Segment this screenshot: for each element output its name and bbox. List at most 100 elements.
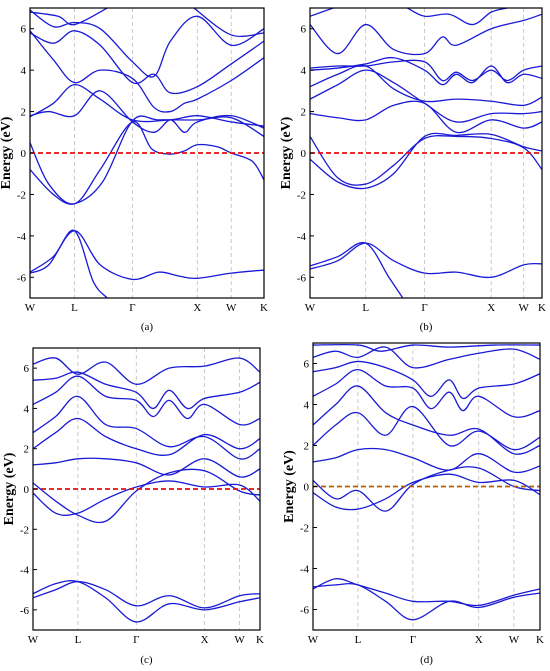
y-tick-label: 0 (301, 148, 307, 160)
band-line-9 (30, 9, 264, 78)
x-tick-label: W (234, 634, 245, 646)
panel-caption: (c) (140, 654, 153, 666)
x-tick-label: W (305, 302, 316, 314)
band-line-6 (310, 69, 542, 123)
y-tick-label: 2 (21, 107, 27, 119)
panel-caption: (b) (420, 321, 433, 333)
band-line-1 (310, 242, 542, 279)
band-line-8 (310, 56, 542, 86)
y-tick-label: -6 (20, 605, 30, 617)
y-tick-label: -4 (297, 231, 307, 243)
y-tick-label: -4 (20, 565, 30, 577)
y-tick-label: 0 (21, 148, 27, 160)
band-line-7 (30, 30, 264, 113)
band-panel-d: 6 4 2 0 -2 -4 -6 W L Γ X W K Energy (eV) (d) (282, 342, 544, 666)
band-line-8 (30, 30, 264, 95)
y-axis-label: Energy (eV) (282, 450, 297, 523)
y-tick-label: 4 (24, 403, 30, 415)
x-tick-label: X (193, 302, 201, 314)
band-line-11 (313, 343, 540, 352)
x-tick-label: X (475, 634, 483, 646)
band-line-6 (313, 405, 540, 451)
band-line-1 (313, 578, 540, 607)
band-line-2 (313, 582, 540, 621)
y-axis-label: Energy (eV) (279, 116, 294, 189)
band-line-9 (310, 59, 542, 82)
band-line-7 (310, 64, 542, 107)
x-tick-label: L (75, 634, 82, 646)
y-tick-label: -6 (297, 272, 307, 284)
band-line-10 (313, 346, 540, 369)
x-tick-label: K (260, 302, 268, 314)
y-axis-label: Energy (eV) (0, 116, 14, 189)
x-tick-label: W (28, 634, 39, 646)
band-lines (313, 343, 540, 621)
band-line-3 (313, 473, 540, 511)
band-line-4 (310, 135, 542, 186)
y-tick-label: -6 (300, 605, 310, 617)
y-tick-label: 2 (24, 444, 30, 456)
band-line-9 (33, 371, 260, 410)
x-tick-label: L (71, 302, 78, 314)
x-tick-label: K (256, 634, 264, 646)
y-tick-label: 6 (21, 24, 27, 36)
y-tick-label: 4 (301, 65, 307, 77)
x-tick-label: Γ (421, 302, 427, 314)
y-tick-label: -4 (300, 564, 310, 576)
y-tick-label: -2 (17, 189, 26, 201)
band-lines (310, 8, 542, 298)
band-line-11 (193, 8, 264, 38)
x-tick-label: W (226, 302, 237, 314)
x-tick-label: W (518, 302, 529, 314)
y-tick-label: 0 (304, 482, 310, 494)
band-line-7 (33, 395, 260, 460)
band-line-5 (30, 90, 264, 133)
panel-caption: (a) (141, 321, 154, 333)
x-tick-label: X (201, 634, 209, 646)
x-tick-label: K (538, 302, 546, 314)
y-tick-label: 4 (304, 400, 310, 412)
band-line-11 (310, 8, 334, 17)
band-line-4 (33, 468, 260, 524)
band-line-3 (310, 132, 542, 190)
band-lines (33, 357, 260, 623)
x-tick-label: K (536, 634, 544, 646)
band-line-4 (313, 466, 540, 512)
panel-caption: (d) (420, 654, 433, 666)
band-line-6 (30, 83, 264, 127)
band-line-6 (33, 417, 260, 456)
band-panel-a: 6 4 2 0 -2 -4 -6 W L Γ X W K Energy (eV) (a) (0, 7, 268, 333)
band-line-8 (33, 375, 260, 426)
x-tick-label: W (509, 634, 520, 646)
band-line-3 (30, 115, 264, 205)
band-line-2 (33, 580, 260, 623)
band-line-5 (313, 447, 540, 474)
band-line-10 (30, 8, 108, 26)
y-tick-label: 0 (24, 484, 30, 496)
band-line-2 (310, 241, 404, 298)
y-tick-label: -6 (17, 272, 27, 284)
band-line-8 (313, 368, 540, 418)
x-tick-label: W (308, 634, 319, 646)
band-line-10 (33, 357, 260, 385)
band-line-1 (33, 581, 260, 609)
x-tick-label: W (25, 302, 36, 314)
y-tick-label: 6 (301, 24, 307, 36)
band-line-5 (33, 457, 260, 478)
band-line-4 (30, 121, 264, 205)
x-tick-label: X (487, 302, 495, 314)
y-tick-label: -4 (17, 231, 27, 243)
y-axis-label: Energy (eV) (2, 452, 17, 525)
y-tick-label: 2 (301, 107, 307, 119)
y-tick-label: -2 (20, 524, 29, 536)
x-tick-label: Γ (410, 634, 416, 646)
y-tick-label: 6 (304, 359, 310, 371)
band-line-10 (310, 13, 542, 56)
x-tick-label: L (362, 302, 369, 314)
band-line-12 (407, 8, 508, 26)
band-line-5 (310, 100, 542, 134)
y-tick-label: -2 (300, 523, 309, 535)
